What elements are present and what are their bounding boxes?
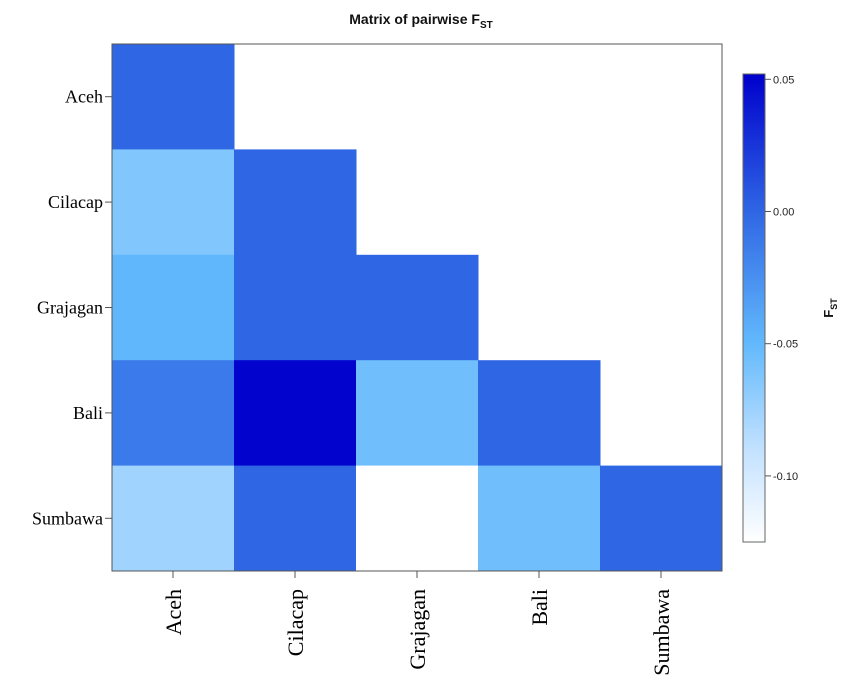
heatmap-cell-bali-grajagan [356, 360, 479, 467]
colorbar-label-subscript: ST [829, 298, 839, 310]
heatmap-cell-sumbawa-cilacap [234, 465, 357, 572]
heatmap-cell-aceh-aceh [112, 44, 235, 150]
colorbar-label: FST [821, 298, 839, 318]
heatmap-cell-bali-cilacap [234, 360, 357, 467]
y-tick-label: Cilacap [48, 192, 103, 212]
x-tick-label: Grajagan [405, 589, 430, 670]
chart-title: Matrix of pairwise FST [349, 11, 492, 31]
colorbar-label-main: F [821, 310, 836, 318]
heatmap-cell-sumbawa-aceh [112, 465, 235, 572]
heatmap-cell-grajagan-grajagan [356, 254, 479, 361]
x-tick-label: Bali [527, 589, 552, 626]
colorbar: 0.05 0.00 -0.05 -0.10 FST [742, 73, 839, 543]
heatmap-cells [112, 44, 723, 572]
y-tick-label: Aceh [65, 87, 103, 107]
y-tick-label: Sumbawa [32, 508, 103, 528]
colorbar-ticks: 0.05 0.00 -0.05 -0.10 [765, 74, 798, 483]
heatmap-cell-cilacap-aceh [112, 149, 235, 256]
x-tick-label: Cilacap [283, 589, 308, 656]
x-axis: Aceh Cilacap Grajagan Bali Sumbawa [161, 571, 674, 676]
colorbar-gradient [742, 73, 766, 543]
y-tick-label: Grajagan [37, 298, 103, 318]
colorbar-tick-label: 0.00 [773, 206, 794, 218]
heatmap-cell-cilacap-cilacap [234, 149, 357, 256]
chart-title-subscript: ST [480, 20, 493, 31]
y-axis: Aceh Cilacap Grajagan Bali Sumbawa [32, 87, 112, 528]
colorbar-tick-label: 0.05 [773, 74, 794, 86]
heatmap-cell-bali-aceh [112, 360, 235, 467]
heatmap-cell-grajagan-cilacap [234, 254, 357, 361]
x-tick-label: Aceh [161, 589, 186, 635]
colorbar-tick-label: -0.05 [773, 339, 798, 351]
heatmap-cell-bali-bali [478, 360, 601, 467]
colorbar-tick-label: -0.10 [773, 471, 798, 483]
heatmap-cell-sumbawa-bali [478, 465, 601, 572]
chart-title-main: Matrix of pairwise F [349, 11, 480, 27]
x-tick-label: Sumbawa [649, 589, 674, 676]
heatmap-cell-grajagan-aceh [112, 254, 235, 361]
heatmap-cell-sumbawa-sumbawa [600, 465, 723, 572]
heatmap-cell-sumbawa-grajagan [356, 465, 479, 572]
y-tick-label: Bali [73, 403, 103, 423]
